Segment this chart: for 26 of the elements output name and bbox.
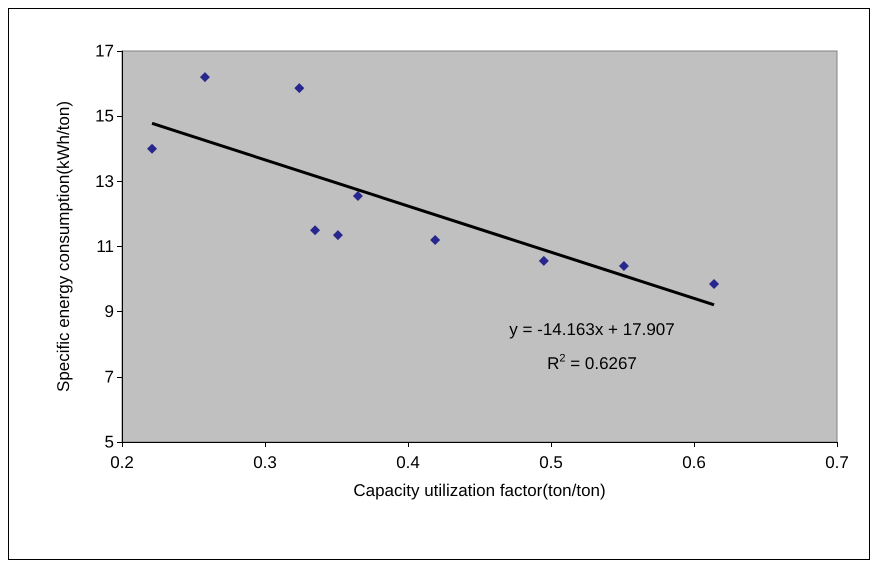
x-tick-label: 0.2: [110, 453, 134, 472]
y-tick-label: 9: [104, 302, 114, 322]
y-tick-label: 11: [96, 237, 114, 256]
point: [147, 144, 158, 154]
point: [310, 225, 320, 236]
x-tick-label: 0.6: [682, 453, 706, 472]
x-tick-label: 0.7: [825, 453, 849, 472]
point: [430, 234, 440, 245]
point: [200, 72, 210, 82]
point: [618, 261, 629, 272]
y-axis-title: Specific energy consumption(kWh/ton): [54, 100, 73, 392]
x-tick-label: 0.4: [396, 453, 420, 472]
point: [332, 230, 343, 240]
x-axis-title: Capacity utilization factor(ton/ton): [353, 481, 606, 500]
y-tick-label: 17: [95, 42, 114, 60]
x-tick-label: 0.3: [253, 453, 277, 472]
point: [709, 278, 720, 289]
y-tick-label: 7: [104, 367, 114, 386]
point: [352, 190, 363, 201]
point: [294, 83, 304, 94]
point: [538, 256, 549, 266]
y-tick-label: 13: [95, 172, 114, 191]
x-tick-label: 0.5: [539, 453, 563, 472]
y-tick-label: 15: [95, 106, 114, 126]
y-tick-label: 5: [104, 432, 114, 452]
annotation: y = -14.163x + 17.907: [509, 320, 675, 339]
